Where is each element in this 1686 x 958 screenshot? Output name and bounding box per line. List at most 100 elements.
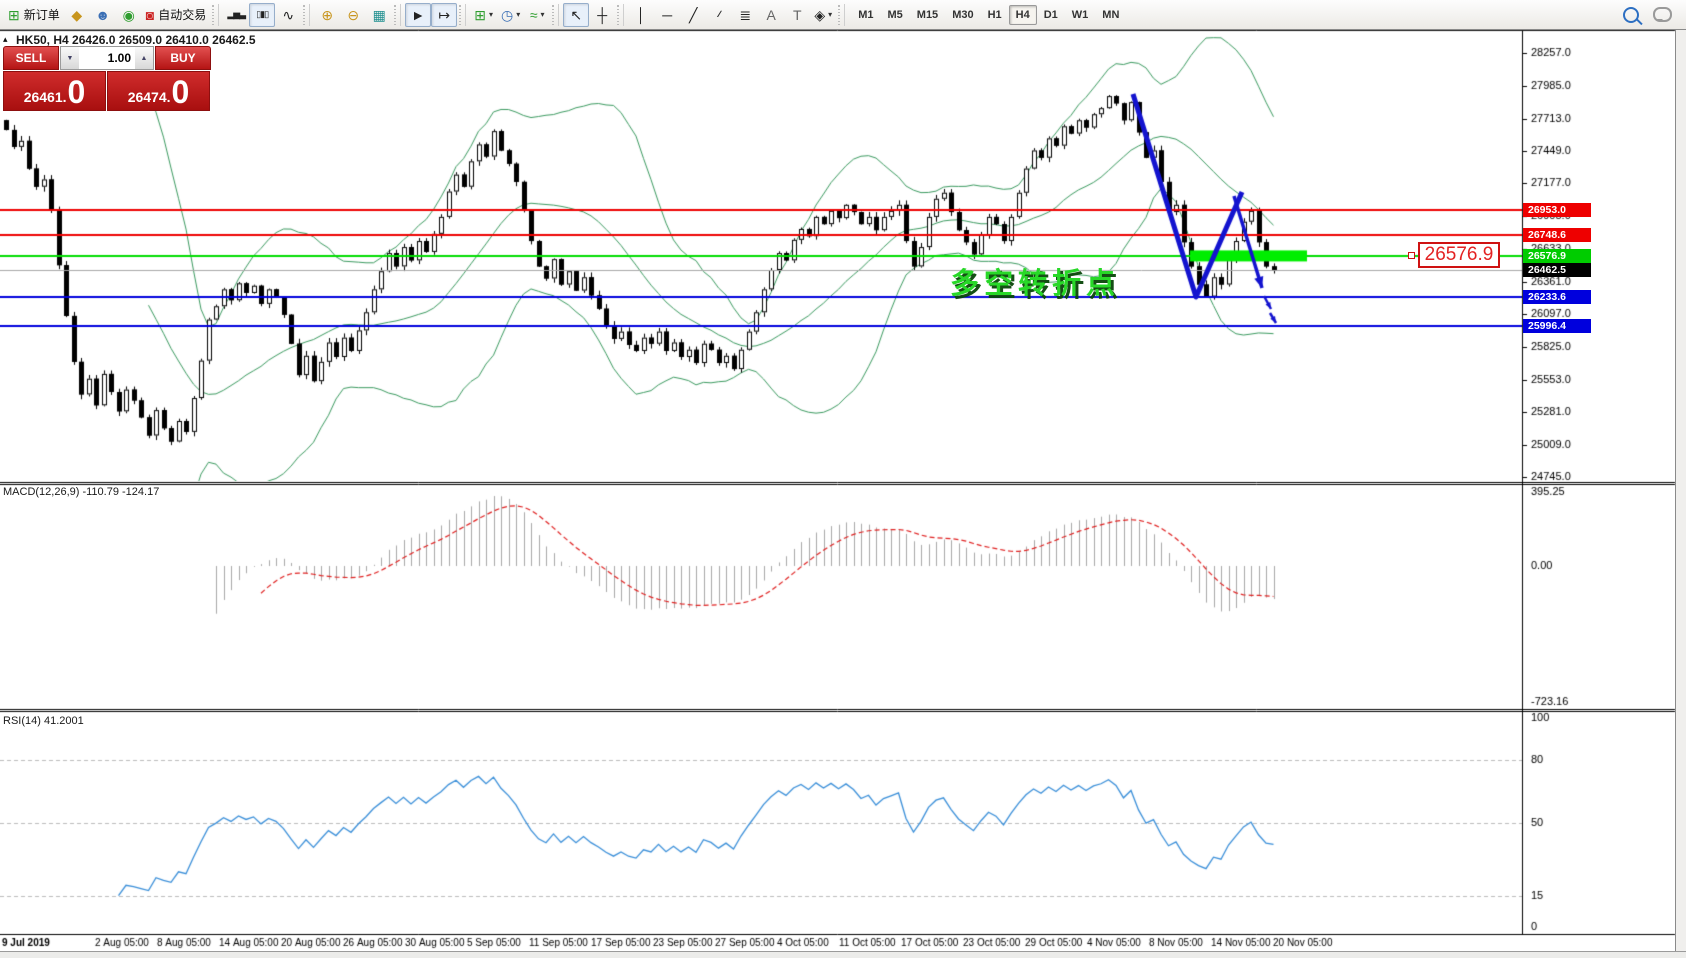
market-watch-button[interactable]: ◆ [64, 3, 90, 27]
buy-price-tile[interactable]: 26474. 0 [107, 71, 210, 111]
text-label-icon: T [792, 6, 802, 23]
shapes-button[interactable]: ◈ ▾ [810, 3, 836, 27]
toolbar-separator [837, 3, 846, 26]
sell-price: 26461. [23, 89, 67, 105]
sound-button[interactable]: ◉ [116, 3, 142, 27]
shapes-icon: ◈ [814, 6, 826, 23]
zoom-in-icon: ⊕ [321, 6, 334, 23]
cursor-icon: ↖ [570, 6, 583, 23]
toolbar-separator [302, 3, 311, 26]
turning-point-annotation[interactable]: 多空转折点 [950, 268, 1121, 300]
tile-windows-icon: ▦ [372, 6, 386, 23]
status-bar [0, 951, 1686, 958]
timeframe-button-M5[interactable]: M5 [881, 5, 910, 25]
price-line-badge: 26233.6 [1523, 290, 1591, 305]
horizontal-line-button[interactable]: ─ [654, 3, 680, 27]
rsi-label: RSI(14) 41.2001 [3, 715, 84, 727]
indicators-icon: ≈ [529, 6, 538, 23]
caret-down-icon: ▾ [828, 10, 833, 19]
caret-down-icon: ▾ [540, 10, 545, 19]
vertical-line-button[interactable]: │ [628, 3, 654, 27]
search-icon[interactable] [1623, 6, 1639, 23]
chart-title: HK50, H4 26426.0 26509.0 26410.0 26462.5 [16, 33, 256, 47]
line-chart-button[interactable]: ∿ [275, 3, 301, 27]
volume-up-button[interactable]: ▲ [135, 47, 153, 69]
sell-button[interactable]: SELL [3, 46, 59, 70]
crosshair-icon: ┼ [597, 6, 608, 23]
text-icon: A [766, 6, 776, 23]
toolbar-separator [458, 3, 467, 26]
period-button[interactable]: ◷ ▾ [497, 3, 524, 27]
toolbar-separator [551, 3, 560, 26]
zoom-out-button[interactable]: ⊖ [340, 3, 366, 27]
vertical-line-icon: │ [636, 6, 646, 23]
one-click-collapse-arrow[interactable]: ▴ [3, 34, 8, 44]
toolbar-separator [393, 3, 402, 26]
toolbar-separator [211, 3, 220, 26]
timeframe-button-H4[interactable]: H4 [1008, 4, 1037, 25]
volume-input[interactable] [79, 47, 135, 69]
one-click-panel: SELL ▼ ▲ BUY 26461.0 26474.0 [3, 46, 211, 111]
bar-chart-button[interactable]: ▂▅▃ [223, 3, 249, 27]
window-right-strip [1675, 30, 1686, 951]
buy-price: 26474. [127, 89, 171, 105]
zoom-out-icon: ⊖ [347, 6, 360, 23]
timeframe-button-M30[interactable]: M30 [945, 5, 980, 25]
timeframe-button-M1[interactable]: M1 [851, 5, 880, 25]
price-line-badge: 25996.4 [1523, 319, 1591, 334]
price-line-badge: 26953.0 [1523, 203, 1591, 218]
chart-area: ▴ HK50, H4 26426.0 26509.0 26410.0 26462… [0, 30, 1686, 958]
new-order-icon: ⊞ [8, 6, 20, 23]
timeframe-button-H1[interactable]: H1 [981, 5, 1009, 25]
toolbar-separator [616, 3, 625, 26]
trendline-icon: ╱ [689, 6, 698, 23]
volume-box: ▼ ▲ [60, 46, 154, 70]
zoom-in-button[interactable]: ⊕ [314, 3, 340, 27]
chart-shift-button[interactable]: ↦ [431, 2, 458, 27]
fibonacci-button[interactable]: ≣ [732, 3, 758, 27]
buy-button[interactable]: BUY [155, 46, 211, 70]
autotrade-button[interactable]: ◙ 自动交易 [142, 3, 210, 27]
timeframe-button-MN[interactable]: MN [1095, 5, 1126, 25]
trendline-button[interactable]: ╱ [680, 3, 706, 27]
indicators-button[interactable]: ≈ ▾ [524, 3, 550, 27]
sell-price-tile[interactable]: 26461. 0 [3, 71, 106, 111]
macd-label: MACD(12,26,9) -110.79 -124.17 [3, 486, 160, 498]
horizontal-line-icon: ─ [662, 6, 673, 23]
price-line-badge: 26748.6 [1523, 228, 1591, 243]
candlestick-chart-button[interactable]: ▯▮▯ [249, 2, 276, 27]
channel-icon: ∕∕ [718, 9, 721, 19]
line-chart-icon: ∿ [282, 6, 295, 23]
auto-scroll-button[interactable]: ► [405, 2, 432, 27]
price-tag-label[interactable]: 26576.9 [1418, 242, 1500, 268]
price-line-badge: 26462.5 [1523, 262, 1591, 277]
navigator-icon: ☻ [95, 6, 111, 23]
new-chart-icon: ⊞ [474, 6, 486, 23]
channel-button[interactable]: ∕∕ [706, 3, 732, 27]
autotrade-icon: ◙ [145, 6, 155, 23]
cursor-button[interactable]: ↖ [563, 2, 590, 27]
chart-shift-icon: ↦ [438, 6, 451, 23]
navigator-button[interactable]: ☻ [90, 3, 116, 27]
text-button[interactable]: A [758, 3, 784, 27]
new-order-label: 新订单 [23, 8, 60, 22]
tile-windows-button[interactable]: ▦ [366, 3, 392, 27]
timeframe-button-W1[interactable]: W1 [1065, 5, 1096, 25]
new-chart-button[interactable]: ⊞ ▾ [470, 3, 497, 27]
timeframe-button-M15[interactable]: M15 [910, 5, 945, 25]
caret-down-icon: ▾ [488, 10, 493, 19]
community-icon[interactable] [1653, 7, 1672, 22]
price-tag-anchor-icon [1408, 252, 1415, 259]
volume-down-button[interactable]: ▼ [61, 47, 79, 69]
autotrade-label: 自动交易 [158, 8, 207, 22]
text-label-button[interactable]: T [784, 3, 810, 27]
timeframe-button-D1[interactable]: D1 [1037, 5, 1065, 25]
clock-icon: ◷ [500, 6, 514, 23]
price-line-badge: 26576.9 [1523, 248, 1591, 263]
new-order-button[interactable]: ⊞ 新订单 [4, 3, 64, 27]
caret-down-icon: ▾ [516, 10, 521, 19]
crosshair-button[interactable]: ┼ [589, 3, 615, 27]
candlestick-icon: ▯▮▯ [256, 9, 269, 19]
